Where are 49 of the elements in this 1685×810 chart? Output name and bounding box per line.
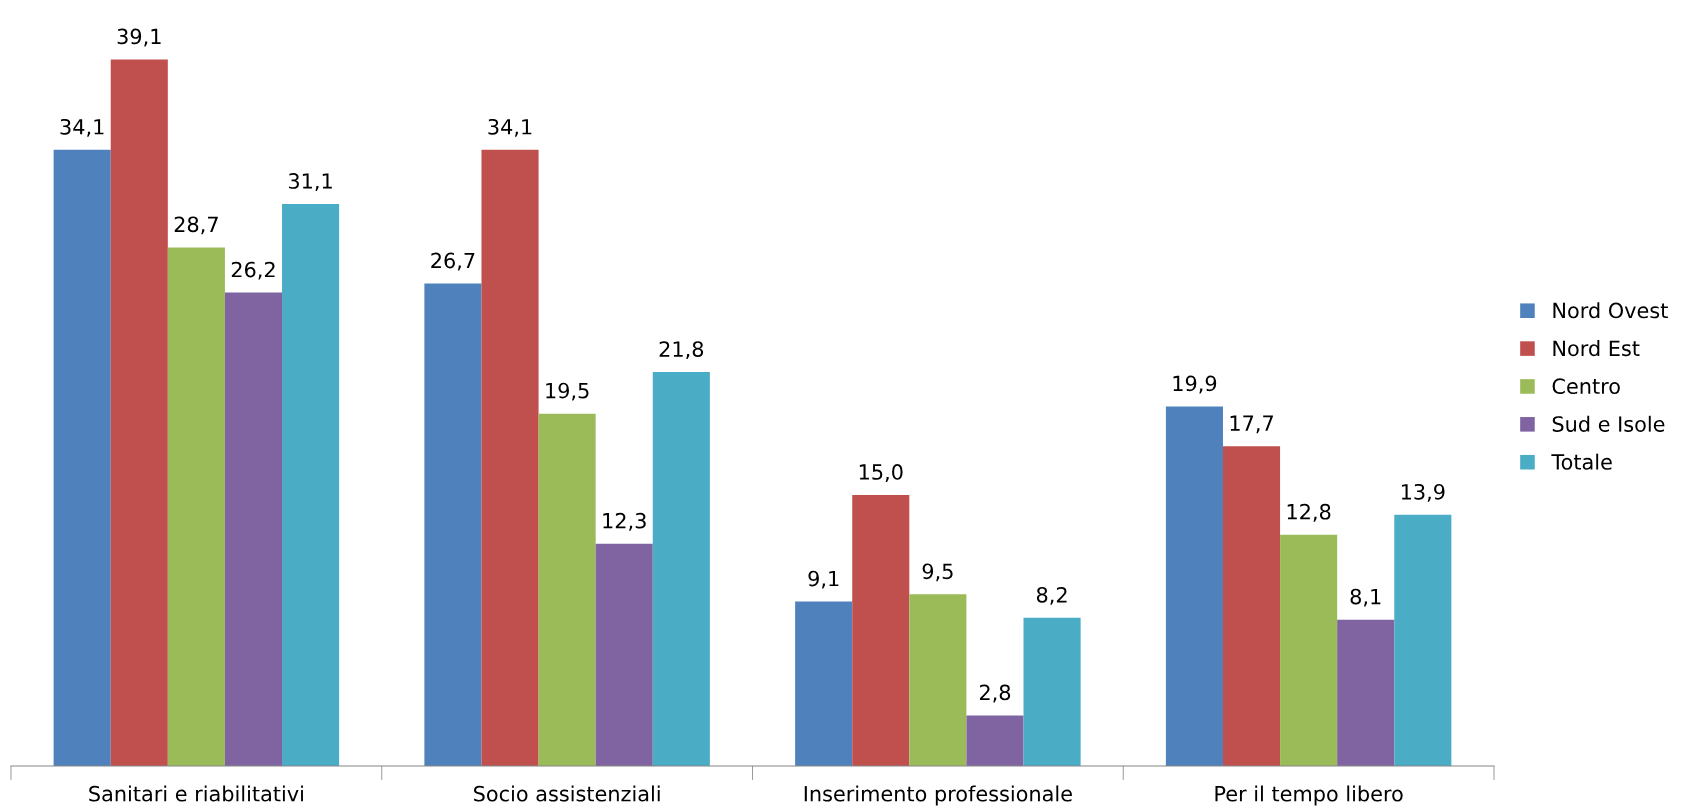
data-label: 19,5: [546, 382, 589, 401]
data-label: 31,1: [288, 173, 332, 191]
bar: [1394, 514, 1452, 766]
bar: [966, 715, 1024, 766]
data-label: 8,1: [1350, 588, 1381, 607]
data-label: 17,7: [1230, 415, 1273, 434]
bar: [110, 59, 168, 766]
bar: [1337, 619, 1395, 766]
bar: [481, 149, 539, 766]
data-label: 19,9: [1173, 375, 1217, 394]
data-label: 12,3: [603, 512, 646, 531]
data-label: 21,8: [659, 341, 704, 360]
data-label: 2,8: [979, 684, 1011, 703]
legend-label: Centro: [1552, 378, 1620, 395]
bar: [909, 594, 967, 766]
bar: [795, 601, 853, 766]
bar: [224, 292, 283, 766]
bar: [167, 247, 225, 766]
bar: [538, 413, 596, 766]
bar: [1165, 406, 1223, 766]
bar: [1222, 446, 1281, 766]
x-tick-label: Inserimento professionale: [804, 785, 1072, 806]
bar: [1023, 617, 1081, 766]
data-label: 28,7: [174, 216, 218, 235]
bar: [1280, 534, 1338, 766]
legend-label: Nord Est: [1553, 340, 1640, 357]
legend-label: Totale: [1551, 453, 1612, 470]
data-label: 34,1: [60, 118, 104, 137]
bar: [424, 283, 482, 766]
data-label: 9,1: [808, 570, 839, 589]
data-label: 9,5: [922, 563, 953, 582]
x-tick-label: Socio assistenziali: [474, 785, 660, 802]
data-label: 34,1: [488, 118, 532, 137]
data-label: 26,7: [431, 252, 475, 271]
data-label: 12,8: [1287, 503, 1331, 522]
x-tick-label: Sanitari e riabilitativi: [89, 785, 303, 802]
x-tick-label: Per il tempo libero: [1215, 785, 1403, 806]
data-label: 8,2: [1036, 586, 1067, 605]
data-label: 39,1: [117, 28, 161, 47]
bar: [652, 372, 710, 766]
data-label: 15,0: [859, 464, 903, 482]
bar: [53, 149, 111, 766]
bar: [852, 494, 910, 766]
legend-label: Nord Ovest: [1553, 302, 1668, 319]
bar: [282, 204, 340, 766]
legend-label: Sud e Isole: [1552, 415, 1665, 432]
data-label: 26,2: [231, 261, 275, 280]
data-label: 13,9: [1401, 483, 1445, 502]
bar: [595, 543, 653, 766]
